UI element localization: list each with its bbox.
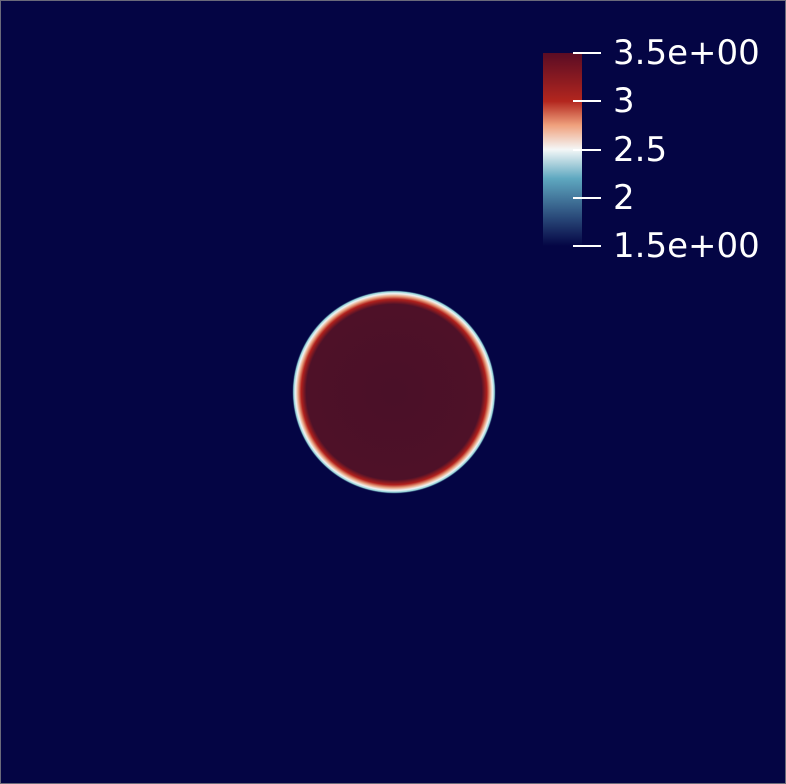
colorbar-tick xyxy=(573,245,601,247)
colorbar-tick-label: 2.5 xyxy=(613,129,668,170)
colorbar-tick-label: 3 xyxy=(613,81,635,122)
colorbar-tick-label: 2 xyxy=(613,177,635,218)
colorbar-tick xyxy=(573,100,601,103)
high-value-circle xyxy=(292,290,496,494)
colorbar-tick-label: 1.5e+00 xyxy=(613,226,760,266)
colorbar-tick xyxy=(573,52,601,54)
colorbar-tick xyxy=(573,196,601,199)
colorbar-tick xyxy=(573,148,601,151)
colorbar-tick-label: 3.5e+00 xyxy=(613,33,760,73)
